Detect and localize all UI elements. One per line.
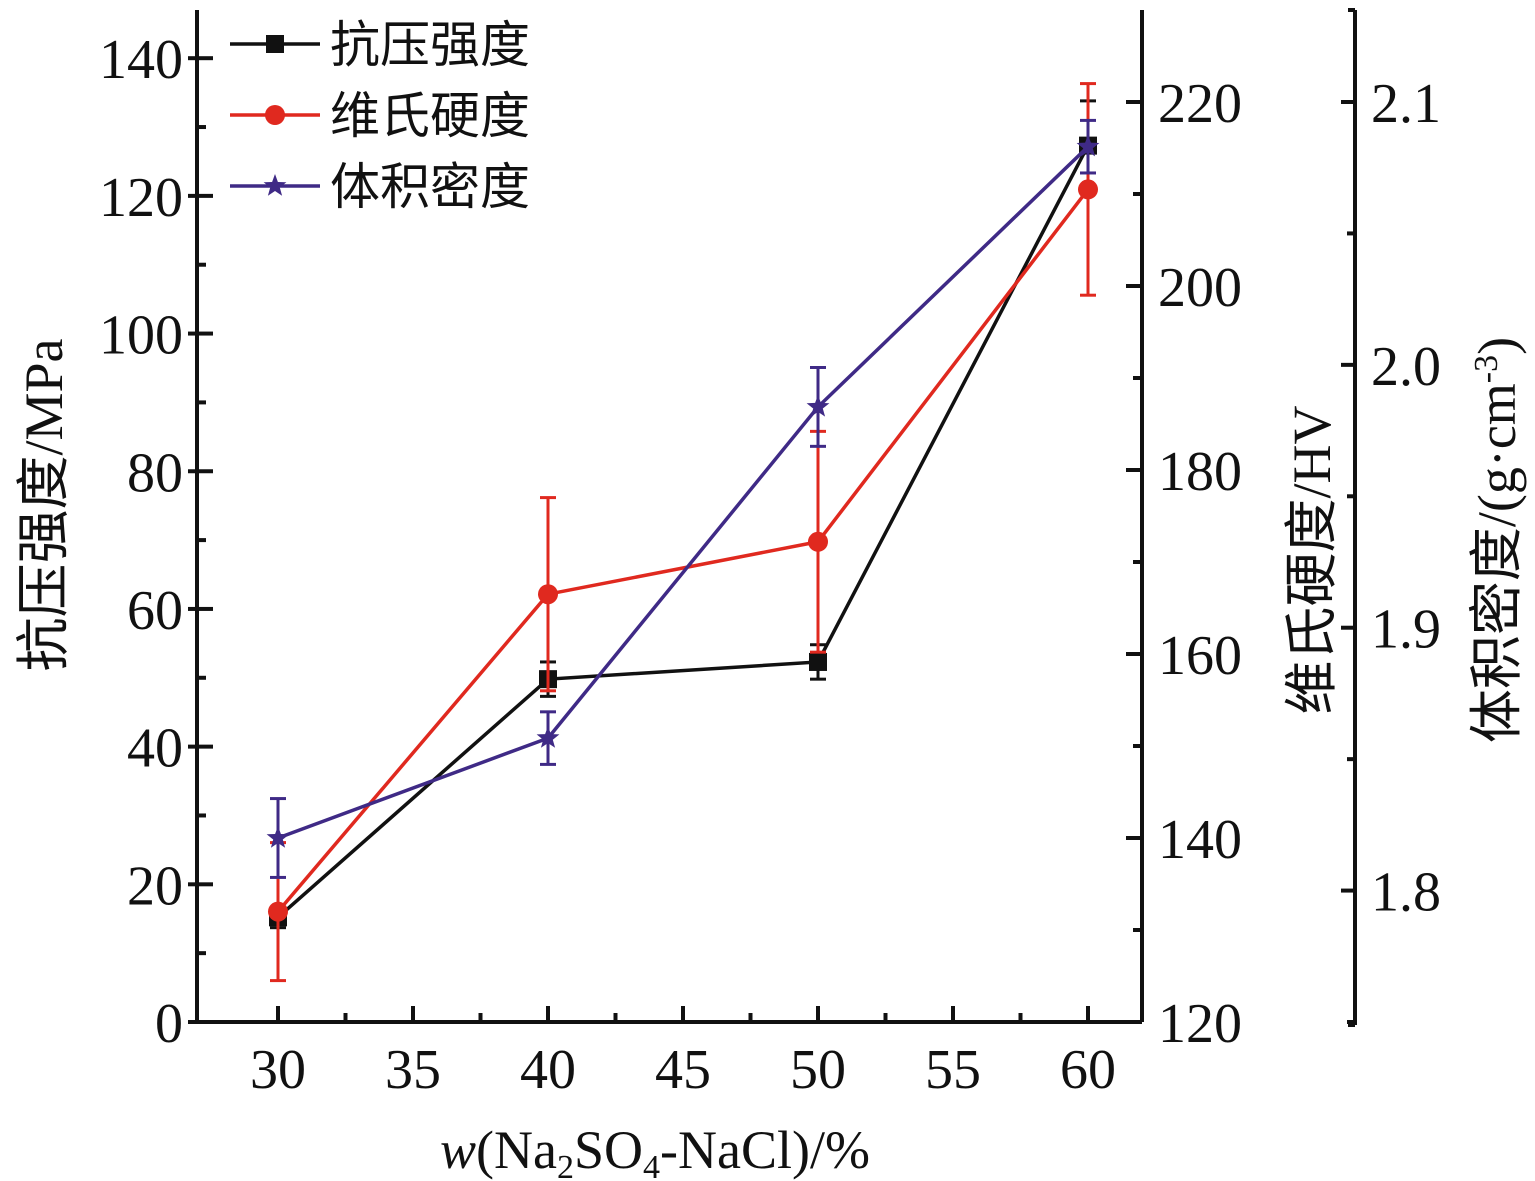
left-tick-label: 120 <box>99 167 183 229</box>
series-1 <box>269 99 1097 930</box>
data-point <box>808 531 828 552</box>
right2-tick-label: 1.8 <box>1371 862 1441 924</box>
x-axis-title-italic: w <box>440 1120 476 1180</box>
left-tick-label: 20 <box>127 855 183 917</box>
x-tick-label: 30 <box>250 1039 306 1101</box>
data-point <box>266 826 290 848</box>
x-tick-label: 50 <box>790 1039 846 1101</box>
left-axis-title: 抗压强度/MPa <box>14 338 74 671</box>
legend-marker <box>266 35 284 53</box>
left-tick-label: 40 <box>127 718 183 780</box>
left-tick-label: 60 <box>127 580 183 642</box>
data-point <box>1078 179 1098 200</box>
x-tick-label: 55 <box>925 1039 981 1101</box>
right2-tick-label: 1.9 <box>1371 599 1441 661</box>
legend-item-2: 维氏硬度 <box>230 87 530 145</box>
data-point <box>538 584 558 605</box>
x-tick-label: 45 <box>655 1039 711 1101</box>
right1-tick-label: 200 <box>1158 257 1242 319</box>
axes <box>195 8 1357 1027</box>
data-point <box>268 901 288 922</box>
right2-tick-label: 2.0 <box>1371 336 1441 398</box>
right2-axis-title-sup: -3 <box>1468 355 1505 383</box>
right1-tick-label: 140 <box>1158 809 1242 871</box>
data-point <box>809 652 827 671</box>
legend-item-3: 体积密度 <box>230 158 530 216</box>
x-axis-title-sub1: 2 <box>557 1149 574 1181</box>
legend-item-1: 抗压强度 <box>230 16 530 74</box>
right1-tick-label: 180 <box>1158 441 1242 503</box>
right1-tick-label: 220 <box>1158 73 1242 135</box>
legend-marker <box>263 174 287 196</box>
tick-marks <box>188 56 1355 1024</box>
x-axis-title-sub2: 4 <box>643 1149 660 1181</box>
x-axis-title: w(Na2SO4-NaCl)/% <box>440 1120 870 1181</box>
series-2 <box>268 82 1098 983</box>
left-tick-label: 80 <box>127 442 183 504</box>
legend-label: 维氏硬度 <box>330 87 530 145</box>
left-tick-label: 140 <box>99 29 183 91</box>
x-tick-label: 60 <box>1060 1039 1116 1101</box>
data-point <box>536 726 560 748</box>
tick-labels: 30 35 40 45 50 55 60 0 20 40 60 80 100 120 140 120 140 16… <box>99 29 1441 1101</box>
legend-marker <box>265 105 285 125</box>
x-tick-label: 40 <box>520 1039 576 1101</box>
legend-label: 抗压强度 <box>330 16 530 74</box>
left-tick-label: 0 <box>155 993 183 1055</box>
left-tick-label: 100 <box>99 305 183 367</box>
right2-tick-label: 2.1 <box>1371 73 1441 135</box>
series-line <box>277 145 1090 840</box>
right1-tick-label: 120 <box>1158 993 1242 1055</box>
series-line <box>276 144 1090 919</box>
right2-axis-title: 体积密度/(g·cm-3) <box>1467 337 1527 743</box>
series <box>266 82 1100 983</box>
series-3 <box>266 118 1100 879</box>
series-line <box>276 188 1090 913</box>
x-axis-title-mid: SO <box>574 1120 643 1180</box>
x-axis-title-post: -NaCl)/% <box>660 1120 870 1180</box>
x-axis-title-pre: (Na <box>476 1120 557 1180</box>
right1-tick-label: 160 <box>1158 625 1242 687</box>
right2-axis-title-end: ) <box>1467 337 1527 355</box>
data-point <box>806 394 830 417</box>
legend-label: 体积密度 <box>330 158 530 216</box>
x-tick-label: 35 <box>385 1039 441 1101</box>
right1-axis-title: 维氏硬度/HV <box>1282 406 1342 715</box>
data-point <box>1076 134 1100 157</box>
right2-axis-title-main: 体积密度/(g·cm <box>1467 383 1527 743</box>
